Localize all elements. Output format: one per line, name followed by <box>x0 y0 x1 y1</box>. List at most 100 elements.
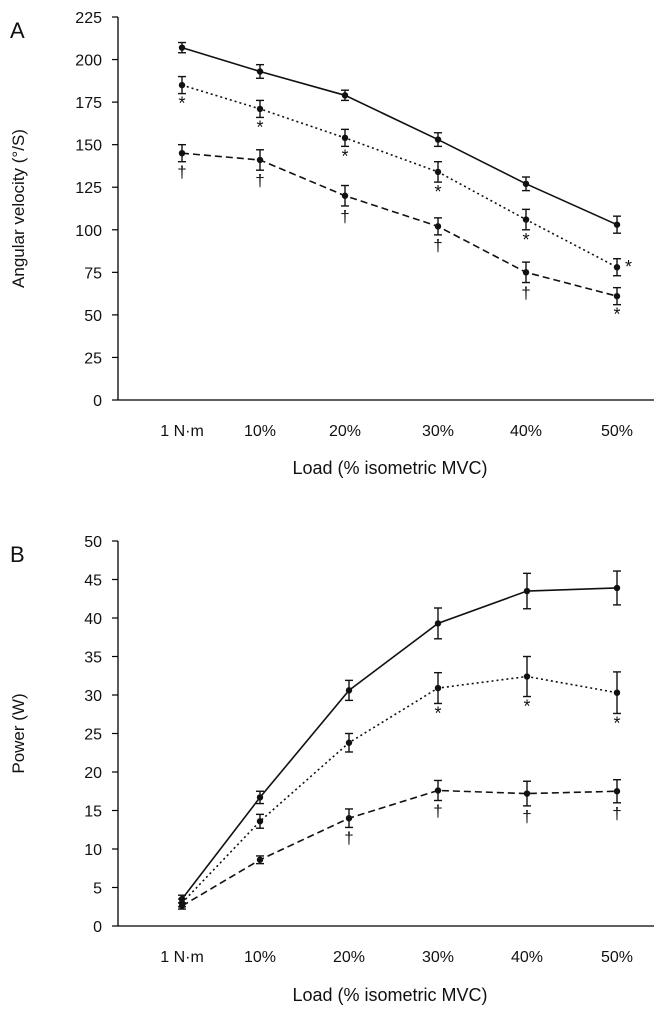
significance-mark: * <box>256 117 263 137</box>
x-tick-label: 50% <box>601 949 633 966</box>
significance-mark: † <box>521 284 530 303</box>
y-tick-label: 15 <box>84 804 102 821</box>
data-point <box>613 292 621 300</box>
significance-mark: * <box>613 305 620 325</box>
data-point <box>345 739 353 746</box>
chart-panel-a: A 0 25 50 75 100 125 150 175 200 225 1 N·m 10% 20% 30%… <box>9 10 654 478</box>
x-tick-label: 30% <box>422 423 454 440</box>
series-solid <box>178 41 621 234</box>
y-tick-label: 5 <box>93 881 102 898</box>
significance-mark: † <box>433 801 442 820</box>
y-tick-label: 40 <box>84 611 102 628</box>
significance-mark: † <box>522 807 531 826</box>
y-tick-label: 175 <box>75 95 102 112</box>
y-tick-label: 35 <box>84 650 102 667</box>
data-point <box>178 81 186 89</box>
series-line <box>181 152 618 297</box>
significance-mark: † <box>612 804 621 823</box>
y-tick-label: 150 <box>75 138 102 155</box>
data-point <box>341 92 349 99</box>
data-point <box>523 673 531 680</box>
x-tick-label: 20% <box>333 949 365 966</box>
panel-label: B <box>10 542 25 567</box>
data-point <box>256 105 264 113</box>
data-point <box>256 68 264 75</box>
data-point <box>434 787 442 794</box>
significance-mark: * <box>434 703 441 723</box>
data-point <box>345 687 353 694</box>
series-dotted: * * * * * * <box>178 75 632 277</box>
significance-mark: * <box>522 230 529 250</box>
y-tick-label: 25 <box>84 350 102 367</box>
data-point <box>178 902 186 910</box>
data-point <box>345 815 353 822</box>
data-point <box>434 136 442 143</box>
y-tick-label: 50 <box>84 534 102 551</box>
data-point <box>256 156 264 164</box>
significance-mark: † <box>177 163 186 182</box>
panel-label: A <box>10 18 25 43</box>
y-tick-label: 225 <box>75 10 102 27</box>
x-axis-label: Load (% isometric MVC) <box>292 458 487 478</box>
series-line <box>181 84 618 268</box>
data-point <box>613 584 621 592</box>
y-tick-label: 20 <box>84 765 102 782</box>
significance-mark: * <box>434 182 441 202</box>
data-point <box>434 620 442 627</box>
data-point <box>256 856 264 863</box>
y-tick-label: 25 <box>84 727 102 744</box>
significance-mark: * <box>178 94 185 114</box>
y-tick-label: 0 <box>93 393 102 410</box>
significance-mark: † <box>433 236 442 255</box>
x-tick-label: 10% <box>244 423 276 440</box>
significance-mark: * <box>341 146 348 166</box>
y-tick-label: 45 <box>84 573 102 590</box>
y-tick-label: 125 <box>75 180 102 197</box>
data-point <box>178 44 186 51</box>
data-point <box>434 168 442 176</box>
x-tick-label: 40% <box>511 949 543 966</box>
y-tick-label: 10 <box>84 842 102 859</box>
x-tick-label: 1 N·m <box>160 423 204 440</box>
data-point <box>341 134 349 142</box>
series-dashed: † † † † † * <box>177 143 621 325</box>
significance-mark: † <box>255 171 264 190</box>
data-point <box>613 221 621 228</box>
x-tick-label: 10% <box>244 949 276 966</box>
data-point <box>613 689 621 696</box>
series-line <box>181 789 618 907</box>
significance-mark: * <box>523 697 530 717</box>
x-tick-label: 30% <box>422 949 454 966</box>
x-tick-label: 40% <box>510 423 542 440</box>
series-dashed: † † † † <box>178 779 622 910</box>
data-point <box>341 192 349 199</box>
data-point <box>256 794 264 801</box>
significance-mark: * <box>613 713 620 733</box>
series-solid <box>178 570 621 904</box>
significance-mark: * <box>625 257 632 277</box>
y-tick-label: 100 <box>75 223 102 240</box>
x-tick-label: 1 N·m <box>160 949 204 966</box>
significance-mark: † <box>340 207 349 226</box>
data-point <box>523 587 531 595</box>
data-point <box>522 180 530 188</box>
y-tick-label: 200 <box>75 53 102 70</box>
data-point <box>523 790 531 797</box>
significance-mark: † <box>344 828 353 847</box>
data-point <box>434 684 442 692</box>
y-tick-label: 0 <box>93 919 102 936</box>
series-line <box>181 46 618 226</box>
x-tick-label: 50% <box>601 423 633 440</box>
y-tick-label: 30 <box>84 688 102 705</box>
series-line <box>181 675 618 904</box>
data-point <box>256 818 264 825</box>
data-point <box>434 223 442 230</box>
series-line <box>181 587 618 900</box>
data-point <box>522 216 530 223</box>
data-point <box>613 788 621 795</box>
x-axis-label: Load (% isometric MVC) <box>292 985 487 1005</box>
y-axis-label: Angular velocity (°/S) <box>9 129 28 288</box>
data-point <box>522 269 530 276</box>
